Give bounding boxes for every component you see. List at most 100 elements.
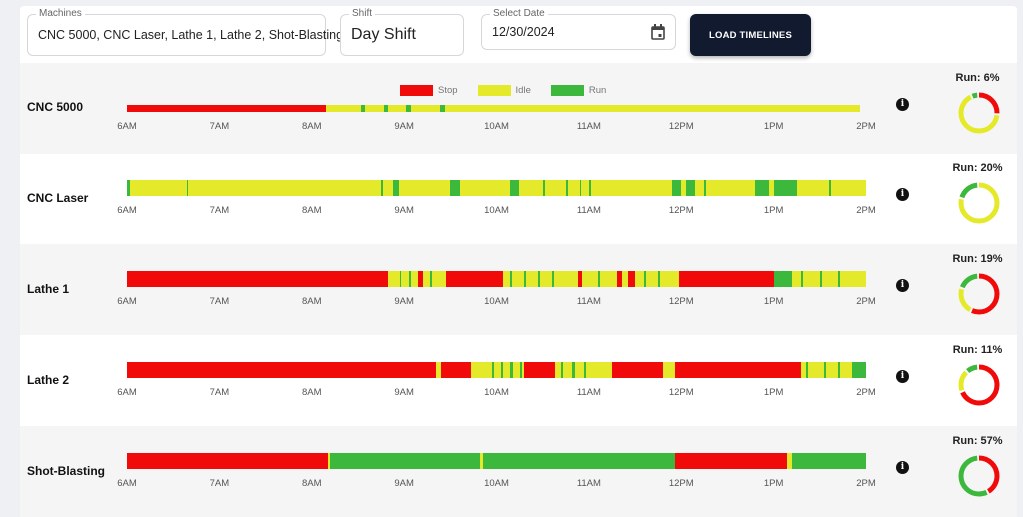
timeline-segment-run[interactable] (510, 180, 519, 196)
timeline-segment-run[interactable] (838, 362, 841, 378)
timeline-segment-stop[interactable] (417, 271, 423, 287)
timeline-segment-run[interactable] (519, 362, 523, 378)
timeline-segment-run[interactable] (381, 180, 383, 196)
timeline-segment-run[interactable] (805, 362, 808, 378)
timeline-bar[interactable] (127, 362, 866, 378)
info-icon[interactable]: i (896, 188, 909, 201)
timeline-segment-stop[interactable] (441, 362, 471, 378)
timeline-segment-run[interactable] (672, 180, 682, 196)
timeline-bar[interactable] (127, 271, 866, 287)
timeline-segment-run[interactable] (685, 180, 696, 196)
info-icon[interactable]: i (896, 461, 909, 474)
donut-slice-stop (958, 273, 1000, 315)
axis-tick-label: 7AM (209, 121, 230, 132)
info-icon[interactable]: i (896, 279, 909, 292)
timeline-segment-idle[interactable] (662, 362, 675, 378)
timeline-segment-stop[interactable] (611, 362, 663, 378)
shift-select[interactable]: Shift Day Shift (340, 8, 464, 56)
timeline-segment-run[interactable] (644, 271, 647, 287)
timeline-segment-stop[interactable] (524, 362, 555, 378)
timeline-segment-run[interactable] (524, 271, 527, 287)
timeline-segment-run[interactable] (383, 105, 389, 112)
run-donut-chart (958, 364, 1000, 406)
date-picker[interactable]: Select Date 12/30/2024 (481, 8, 676, 50)
info-icon[interactable]: i (896, 98, 909, 111)
timeline-segment-run[interactable] (838, 271, 841, 287)
donut-slice-stop (958, 364, 1000, 406)
timeline-segment-run[interactable] (450, 180, 460, 196)
timeline-segment-stop[interactable] (577, 271, 583, 287)
timeline-segment-idle[interactable] (554, 362, 612, 378)
info-icon[interactable]: i (896, 370, 909, 383)
timeline-segment-idle[interactable] (325, 105, 860, 112)
timeline-segment-stop[interactable] (127, 105, 326, 112)
timeline-segment-stop[interactable] (679, 271, 774, 287)
timeline-segment-run[interactable] (579, 180, 582, 196)
timeline-segment-run[interactable] (491, 362, 494, 378)
legend-swatch-run (550, 85, 584, 96)
timeline-segment-run[interactable] (584, 362, 587, 378)
timeline-segment-idle[interactable] (127, 180, 866, 196)
calendar-icon[interactable] (651, 24, 665, 40)
legend: Stop Idle Run (400, 85, 626, 96)
timeline-segment-run[interactable] (658, 271, 660, 287)
timeline-segment-run[interactable] (482, 453, 675, 469)
timeline-segment-stop[interactable] (127, 453, 329, 469)
timeline-segment-run[interactable] (330, 453, 480, 469)
machines-select[interactable]: Machines CNC 5000, CNC Laser, Lathe 1, L… (27, 8, 343, 56)
timeline-segment-run[interactable] (127, 180, 130, 196)
timeline-segment-stop[interactable] (674, 362, 802, 378)
timeline-bar[interactable] (127, 180, 866, 196)
timeline-segment-stop[interactable] (674, 453, 788, 469)
timeline-segment-run[interactable] (360, 105, 366, 112)
axis-tick-label: 6AM (117, 387, 137, 398)
timeline-segment-run[interactable] (399, 271, 402, 287)
timeline-segment-stop[interactable] (127, 362, 437, 378)
timeline-bar[interactable] (127, 105, 860, 112)
timeline-segment-stop[interactable] (445, 271, 503, 287)
timeline-segment-stop[interactable] (127, 271, 389, 287)
timeline-segment-run[interactable] (408, 271, 411, 287)
timeline-segment-stop[interactable] (627, 271, 636, 287)
timeline-segment-run[interactable] (792, 453, 866, 469)
timeline-segment-run[interactable] (393, 180, 400, 196)
timeline-segment-run[interactable] (440, 105, 445, 112)
timeline-segment-run[interactable] (551, 271, 554, 287)
timeline-segment-idle[interactable] (479, 453, 483, 469)
timeline-segment-run[interactable] (801, 271, 804, 287)
timeline-bar[interactable] (127, 453, 866, 469)
axis-tick-label: 7AM (209, 387, 230, 398)
timeline-segment-run[interactable] (510, 271, 513, 287)
timeline-segment-run[interactable] (542, 180, 545, 196)
timeline-segment-idle[interactable] (787, 453, 793, 469)
timeline-segment-run[interactable] (704, 180, 707, 196)
timeline-segment-run[interactable] (773, 271, 793, 287)
axis-tick-label: 9AM (394, 205, 414, 216)
timeline-segment-run[interactable] (572, 362, 575, 378)
timeline-segment-run[interactable] (538, 271, 540, 287)
timeline-segment-run[interactable] (406, 105, 412, 112)
timeline-segment-run[interactable] (819, 271, 822, 287)
timeline-segment-run[interactable] (598, 271, 600, 287)
timeline-segment-run[interactable] (755, 180, 769, 196)
timeline-segment-idle[interactable] (801, 362, 866, 378)
axis-tick-label: 11AM (576, 387, 601, 398)
timeline-segment-run[interactable] (824, 362, 827, 378)
timeline-segment-stop[interactable] (616, 271, 623, 287)
timeline-segment-run[interactable] (565, 180, 568, 196)
timeline-segment-idle[interactable] (328, 453, 331, 469)
load-timelines-button[interactable]: LOAD TIMELINES (690, 14, 811, 56)
timeline-segment-idle[interactable] (436, 362, 442, 378)
timeline-segment-run[interactable] (852, 362, 866, 378)
timeline-segment-idle[interactable] (502, 271, 675, 287)
axis-tick-label: 6AM (117, 205, 137, 216)
timeline-segment-run[interactable] (501, 362, 503, 378)
timeline-segment-run[interactable] (773, 180, 797, 196)
timeline-segment-run[interactable] (187, 180, 189, 196)
timeline-segment-run[interactable] (561, 362, 563, 378)
timeline-segment-run[interactable] (510, 362, 514, 378)
timeline-segment-idle[interactable] (470, 362, 525, 378)
timeline-segment-run[interactable] (429, 271, 432, 287)
timeline-segment-run[interactable] (829, 180, 831, 196)
timeline-segment-run[interactable] (588, 180, 591, 196)
